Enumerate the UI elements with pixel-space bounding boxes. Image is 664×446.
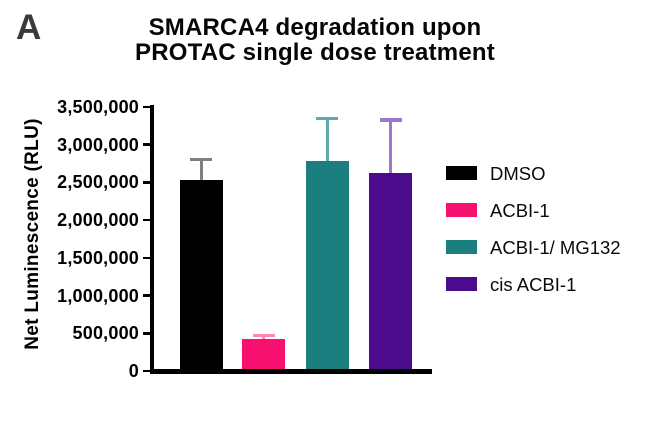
chart-title: SMARCA4 degradation upon PROTAC single d… — [95, 15, 535, 65]
legend-item-cis-acbi1: cis ACBI-1 — [446, 273, 577, 295]
bar-cis-acbi-1 — [369, 172, 412, 371]
y-tick-mark — [143, 331, 151, 335]
y-tick-label: 3,500,000 — [57, 97, 139, 117]
y-tick-mark — [143, 143, 151, 146]
y-tick-label: 2,000,000 — [57, 210, 139, 231]
legend-swatch — [446, 277, 477, 291]
bar-acbi-1-mg132 — [305, 160, 349, 371]
legend-item-dmso: DMSO — [446, 162, 546, 184]
y-tick-label: 0 — [128, 361, 139, 381]
y-tick-mark — [143, 256, 151, 260]
chart-title-line2: PROTAC single dose treatment — [135, 39, 495, 66]
y-tick-mark — [143, 294, 151, 297]
legend-item-acbi1: ACBI-1 — [446, 199, 550, 221]
y-tick-label: 2,500,000 — [57, 172, 139, 193]
legend-label: ACBI-1/ MG132 — [490, 236, 621, 258]
legend-item-acbi1-mg132: ACBI-1/ MG132 — [446, 236, 621, 258]
bar-acbi-1 — [242, 339, 286, 371]
error-bar-cap — [190, 157, 212, 161]
y-tick-label: 1,000,000 — [57, 285, 139, 306]
legend-swatch — [446, 240, 477, 254]
error-bar-cap — [252, 334, 275, 338]
y-tick-label: 3,000,000 — [57, 134, 139, 155]
error-bar-stem — [262, 334, 266, 344]
y-tick-mark — [143, 181, 151, 184]
error-bar-stem — [199, 157, 203, 185]
error-bar-cap — [379, 118, 402, 122]
y-tick-label: 500,000 — [72, 323, 139, 344]
legend-swatch — [446, 166, 477, 180]
chart-title-line1: SMARCA4 degradation upon — [148, 14, 482, 41]
legend-label: DMSO — [490, 162, 546, 184]
legend-label: cis ACBI-1 — [490, 273, 577, 295]
x-axis-line — [150, 369, 432, 374]
bar-dmso — [179, 180, 223, 371]
error-bar-stem — [389, 118, 392, 177]
panel-label: A — [16, 8, 42, 47]
y-tick-mark — [143, 369, 151, 373]
y-tick-label: 1,500,000 — [57, 247, 139, 268]
y-axis-line — [150, 105, 154, 373]
legend-swatch — [446, 203, 477, 217]
error-bar-stem — [325, 116, 329, 165]
error-bar-cap — [316, 116, 339, 120]
y-tick-mark — [143, 105, 151, 109]
y-tick-mark — [143, 218, 151, 222]
legend-label: ACBI-1 — [490, 199, 550, 221]
